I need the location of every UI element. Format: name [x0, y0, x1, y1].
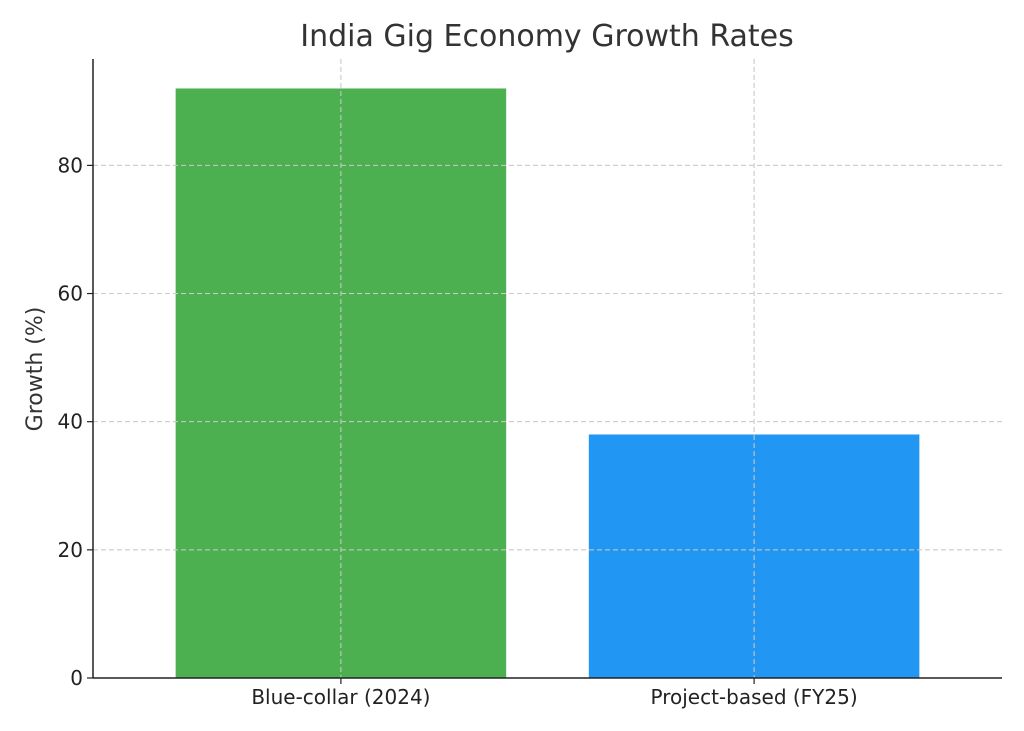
ticks: 0 20 40 60 80 Blue-collar (2024) Project-based…: [58, 153, 858, 709]
axes: [92, 59, 1002, 679]
x-tick-label: Blue-collar (2024): [251, 685, 430, 709]
x-tick-label: Project-based (FY25): [651, 685, 858, 709]
y-tick-label: 40: [58, 410, 83, 434]
bars: [93, 59, 1002, 678]
y-tick-label: 0: [70, 666, 83, 690]
y-tick-label: 60: [58, 282, 83, 306]
y-axis-label: Growth (%): [23, 307, 48, 432]
chart-title: India Gig Economy Growth Rates: [300, 19, 794, 54]
y-tick-label: 20: [58, 538, 83, 562]
y-tick-label: 80: [58, 153, 83, 177]
